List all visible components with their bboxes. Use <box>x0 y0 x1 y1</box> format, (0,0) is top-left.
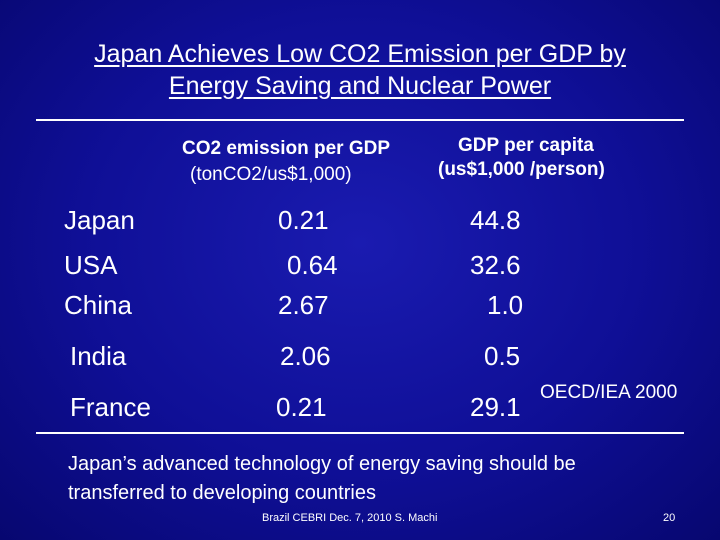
gdp-value: 44.8 <box>470 205 521 235</box>
conclusion-line-1: Japan’s advanced technology of energy sa… <box>68 453 576 475</box>
country-name: Japan <box>64 205 135 235</box>
conclusion-line-2: transferred to developing countries <box>68 482 376 504</box>
gdp-value: 32.6 <box>470 250 521 280</box>
page-number: 20 <box>663 512 676 524</box>
gdp-value: 29.1 <box>470 392 521 422</box>
gdp-value: 0.5 <box>484 341 521 371</box>
co2-value: 0.64 <box>287 250 338 280</box>
country-name: China <box>64 290 132 320</box>
gdp-header-label: GDP per capita <box>458 135 594 156</box>
slide-title-line-2: Energy Saving and Nuclear Power <box>168 72 552 100</box>
bottom-divider <box>36 432 684 434</box>
gdp-header-unit: (us$1,000 /person) <box>438 159 605 180</box>
co2-header-unit: (tonCO2/us$1,000) <box>190 164 352 185</box>
country-name: USA <box>64 250 118 280</box>
gdp-value: 1.0 <box>487 290 524 320</box>
co2-value: 2.67 <box>278 290 329 320</box>
source-citation: OECD/IEA 2000 <box>540 382 678 403</box>
footer-credit: Brazil CEBRI Dec. 7, 2010 S. Machi <box>262 512 438 524</box>
co2-value: 0.21 <box>276 392 327 422</box>
country-name: France <box>70 392 151 422</box>
slide-title-line-1: Japan Achieves Low CO2 Emission per GDP … <box>94 40 626 68</box>
slide-title: Japan Achieves Low CO2 Emission per GDP … <box>0 38 720 102</box>
country-name: India <box>70 341 127 371</box>
co2-header-label: CO2 emission per GDP <box>182 138 391 159</box>
co2-value: 2.06 <box>280 341 331 371</box>
top-divider <box>36 119 684 121</box>
conclusion-text: Japan’s advanced technology of energy sa… <box>68 450 708 508</box>
co2-value: 0.21 <box>278 205 329 235</box>
